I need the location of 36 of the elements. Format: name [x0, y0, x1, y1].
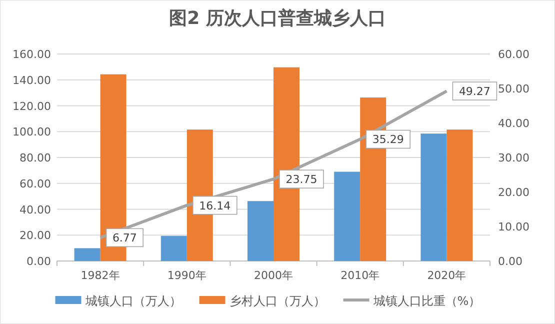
bar [74, 248, 100, 261]
legend-label: 城镇人口比重（%） [372, 294, 481, 308]
data-label: 16.14 [199, 199, 231, 212]
data-label: 23.75 [286, 173, 318, 186]
y2-tick-label: 30.00 [498, 152, 530, 164]
data-label: 49.27 [458, 85, 490, 98]
x-tick-label: 1990年 [167, 269, 206, 282]
y2-tick-label: 10.00 [498, 220, 530, 234]
y2-tick-label: 0.00 [498, 255, 522, 268]
chart-title: 图2 历次人口普查城乡人口 [169, 8, 386, 29]
bar [160, 236, 187, 261]
data-label: 6.77 [112, 232, 137, 245]
x-tick-label: 1982年 [80, 269, 120, 282]
y-tick-label: 80.00 [20, 152, 51, 164]
y-tick-label: 140.00 [12, 74, 51, 87]
y2-tick-label: 40.00 [498, 117, 530, 130]
y-tick-label: 20.00 [20, 229, 51, 242]
y-tick-label: 160.00 [12, 48, 51, 61]
bar [248, 201, 274, 261]
y-tick-label: 40.00 [20, 203, 51, 216]
y2-tick-label: 60.00 [498, 48, 530, 61]
y-tick-label: 60.00 [20, 177, 51, 190]
y2-tick-label: 50.00 [498, 82, 530, 96]
bar [334, 172, 360, 261]
x-tick-label: 2010年 [340, 269, 380, 282]
x-tick-label: 2000年 [254, 269, 293, 282]
y-tick-label: 0.00 [26, 255, 51, 268]
y-tick-label: 100.00 [12, 126, 51, 139]
bar [420, 134, 447, 261]
y-tick-label: 120.00 [12, 100, 51, 113]
data-label: 35.29 [372, 133, 404, 146]
legend-label: 城镇人口（万人） [84, 294, 182, 308]
bar [446, 130, 473, 261]
y2-tick-label: 20.00 [498, 186, 530, 199]
x-tick-label: 2020年 [427, 269, 466, 282]
legend-label: 乡村人口（万人） [229, 294, 326, 308]
